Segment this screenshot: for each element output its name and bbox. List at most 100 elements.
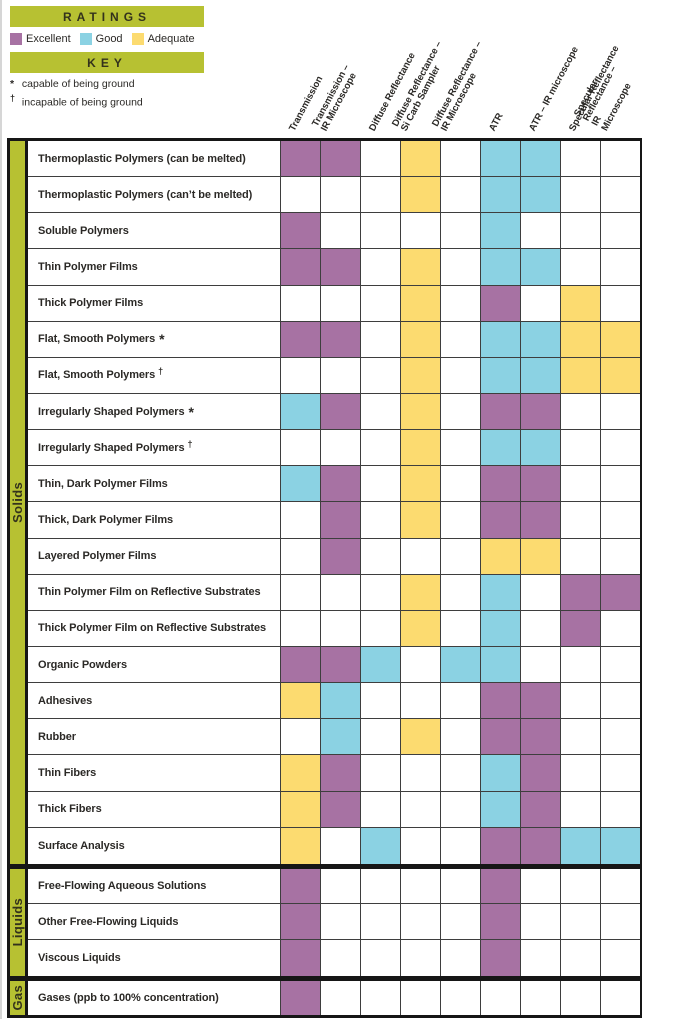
rating-cell — [280, 393, 320, 430]
rating-cell — [320, 213, 360, 249]
rating-cell — [280, 574, 320, 610]
rating-cell — [520, 213, 560, 249]
rating-cell — [440, 719, 480, 755]
rating-cell — [280, 502, 320, 538]
rating-cell — [560, 357, 600, 393]
rating-cell — [440, 430, 480, 466]
rating-cell — [440, 755, 480, 791]
rating-cell — [440, 393, 480, 430]
row-label: Rubber — [28, 719, 280, 754]
rating-cells — [280, 868, 640, 904]
row-label-text: Irregularly Shaped Polymers — [38, 405, 185, 418]
rating-cell — [480, 213, 520, 249]
table-row: Organic Powders — [28, 646, 640, 684]
row-label: Soluble Polymers — [28, 213, 280, 248]
legend-label: Excellent — [26, 33, 71, 45]
rating-cell — [520, 904, 560, 939]
rating-cells — [280, 357, 640, 393]
rating-cell — [360, 719, 400, 755]
table-row: Soluble Polymers — [28, 213, 640, 250]
rating-cell — [440, 610, 480, 646]
rating-cell — [480, 502, 520, 538]
key-note: † incapable of being ground — [10, 91, 143, 110]
rating-cell — [560, 177, 600, 213]
rating-cell — [320, 791, 360, 827]
section-rows: Free-Flowing Aqueous Solutions Other Free… — [28, 868, 640, 976]
rating-cell — [560, 719, 600, 755]
rating-cell — [480, 177, 520, 213]
rating-cell — [560, 141, 600, 177]
table-row: Adhesives — [28, 683, 640, 720]
rating-cell — [520, 357, 560, 393]
rating-cells — [280, 321, 640, 357]
rating-cell — [480, 357, 520, 393]
rating-cell — [480, 466, 520, 502]
rating-cells — [280, 249, 640, 285]
rating-cell — [400, 755, 440, 791]
rating-cell — [320, 719, 360, 755]
rating-cell — [600, 646, 640, 683]
row-label: Adhesives — [28, 683, 280, 718]
rating-cell — [400, 827, 440, 864]
rating-cell — [520, 719, 560, 755]
rating-cell — [400, 719, 440, 755]
ratings-legend-title: RATINGS — [10, 6, 204, 27]
rating-cell — [360, 868, 400, 904]
rating-cell — [520, 610, 560, 646]
rating-cell — [280, 249, 320, 285]
rating-cell — [440, 904, 480, 939]
rating-cell — [320, 904, 360, 939]
rating-cell — [400, 177, 440, 213]
rating-cell — [360, 538, 400, 574]
rating-cell — [440, 357, 480, 393]
key-symbol: * — [10, 78, 15, 90]
rating-cell — [560, 827, 600, 864]
rating-cell — [600, 466, 640, 502]
rating-cell — [360, 827, 400, 864]
rating-cell — [360, 285, 400, 321]
table-row: Thermoplastic Polymers (can’t be melted) — [28, 177, 640, 214]
column-headers: Transmission Transmission – IR Microscope… — [0, 0, 673, 138]
rating-cell — [520, 249, 560, 285]
rating-cell — [280, 868, 320, 904]
rating-cells — [280, 755, 640, 791]
row-label: Free-Flowing Aqueous Solutions — [28, 869, 280, 904]
rating-cell — [520, 502, 560, 538]
rating-cell — [320, 393, 360, 430]
rating-cell — [440, 646, 480, 683]
rating-cell — [600, 574, 640, 610]
rating-cell — [560, 249, 600, 285]
rating-cells — [280, 141, 640, 177]
rating-cell — [560, 755, 600, 791]
row-label: Thick, Dark Polymer Films — [28, 502, 280, 537]
rating-cell — [560, 646, 600, 683]
rating-cell — [280, 980, 320, 1016]
rating-cell — [480, 940, 520, 976]
table-row: Thermoplastic Polymers (can be melted) — [28, 141, 640, 178]
rating-cell — [400, 538, 440, 574]
rating-cell — [280, 285, 320, 321]
rating-cell — [440, 466, 480, 502]
not-groundable-dagger-icon: † — [187, 438, 193, 449]
rating-cell — [360, 249, 400, 285]
table-row: Thin Fibers — [28, 755, 640, 792]
row-label: Viscous Liquids — [28, 940, 280, 976]
rating-cell — [320, 177, 360, 213]
table-row: Thick Polymer Film on Reflective Substra… — [28, 610, 640, 647]
column-header-6: ATR — [487, 111, 506, 133]
row-label-text: Surface Analysis — [38, 839, 125, 852]
legend-label: Adequate — [147, 33, 195, 45]
rating-cell — [560, 904, 600, 939]
rating-cell — [440, 827, 480, 864]
rating-cell — [600, 285, 640, 321]
row-label-text: Thick, Dark Polymer Films — [38, 513, 174, 526]
rating-cell — [600, 321, 640, 357]
rating-cell — [440, 791, 480, 827]
rating-cell — [360, 980, 400, 1016]
rating-cell — [560, 980, 600, 1016]
row-label-text: Thin, Dark Polymer Films — [38, 477, 168, 490]
rating-cell — [440, 141, 480, 177]
rating-cell — [320, 249, 360, 285]
row-label: Thick Fibers — [28, 792, 280, 827]
key-notes: * capable of being ground † incapable of … — [10, 77, 143, 110]
